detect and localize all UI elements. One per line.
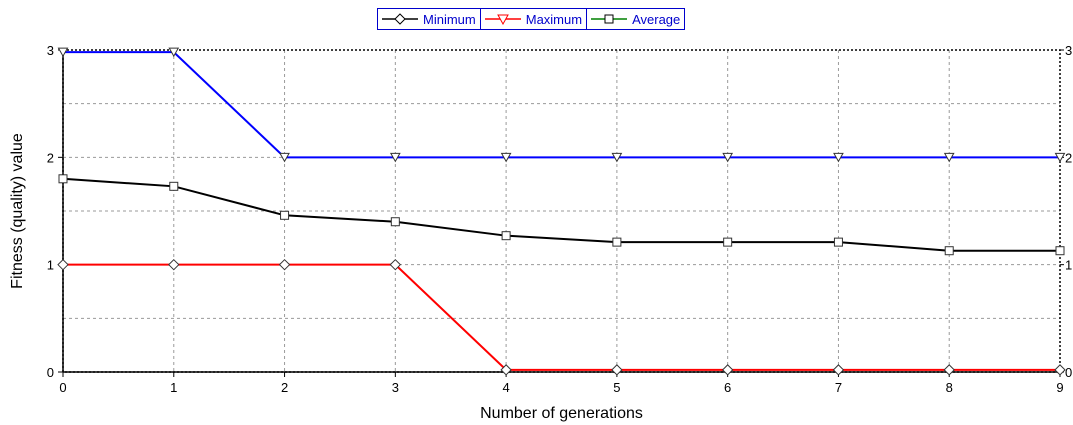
x-tick-label: 9	[1056, 380, 1063, 395]
data-point-triangle	[389, 152, 401, 163]
y-tick-label-left: 0	[47, 365, 54, 380]
data-point-square	[390, 217, 400, 227]
data-point-square	[612, 237, 622, 247]
data-point-diamond	[57, 258, 69, 271]
y-tick-label-right: 1	[1065, 258, 1072, 273]
data-point-diamond	[611, 364, 623, 376]
x-tick-label: 0	[59, 380, 66, 395]
series-line-2	[62, 177, 1060, 252]
x-tick-label: 2	[281, 380, 288, 395]
legend-symbol-minimum	[382, 13, 418, 25]
data-point-square	[944, 246, 954, 256]
y-tick-label-left: 3	[47, 43, 54, 58]
data-point-triangle	[279, 152, 290, 163]
data-point-square	[1055, 246, 1065, 256]
series-line-0	[63, 263, 1060, 371]
data-point-triangle	[168, 47, 180, 58]
data-point-square	[58, 174, 68, 184]
data-point-diamond	[168, 258, 180, 271]
data-point-square	[723, 237, 733, 247]
x-tick-label: 4	[502, 380, 509, 395]
y-tick-label-left: 2	[47, 150, 54, 165]
series-line-1	[63, 51, 1060, 159]
legend-item-maximum: Maximum	[481, 9, 588, 29]
y-axis-title: Fitness (quality) value	[9, 133, 26, 289]
data-point-diamond	[278, 258, 291, 271]
data-point-triangle	[943, 152, 955, 163]
data-point-square	[501, 231, 511, 241]
data-point-diamond	[721, 364, 734, 376]
data-point-triangle	[500, 152, 512, 163]
x-tick-label: 3	[392, 380, 399, 395]
x-tick-label: 6	[724, 380, 731, 395]
legend-label-minimum: Minimum	[423, 11, 476, 27]
legend: Minimum Maximum Average	[377, 8, 686, 30]
y-tick-label-right: 0	[1065, 365, 1072, 380]
legend-label-average: Average	[632, 11, 681, 27]
data-point-square	[169, 181, 179, 191]
data-point-square	[280, 210, 290, 220]
legend-label-maximum: Maximum	[525, 11, 583, 27]
data-point-diamond	[1054, 364, 1066, 376]
data-point-diamond	[389, 258, 402, 271]
data-point-triangle	[722, 152, 734, 163]
x-axis-title: Number of generations	[480, 405, 643, 422]
x-tick-label: 8	[946, 380, 953, 395]
data-point-diamond	[832, 364, 845, 376]
y-tick-label-left: 1	[47, 258, 54, 273]
data-point-triangle	[1054, 152, 1066, 163]
data-point-square	[833, 237, 843, 247]
data-point-triangle	[611, 152, 623, 163]
x-tick-label: 5	[613, 380, 620, 395]
data-point-triangle	[57, 47, 69, 58]
x-tick-label: 1	[170, 380, 177, 395]
data-point-diamond	[500, 364, 512, 376]
data-point-triangle	[833, 152, 844, 163]
data-point-diamond	[943, 364, 955, 376]
legend-item-minimum: Minimum	[378, 9, 481, 29]
legend-symbol-average	[591, 14, 628, 24]
y-tick-label-right: 3	[1065, 43, 1072, 58]
y-tick-label-right: 2	[1065, 150, 1072, 165]
legend-symbol-maximum	[484, 14, 521, 25]
x-tick-label: 7	[835, 380, 842, 395]
legend-item-average: Average	[587, 9, 684, 29]
